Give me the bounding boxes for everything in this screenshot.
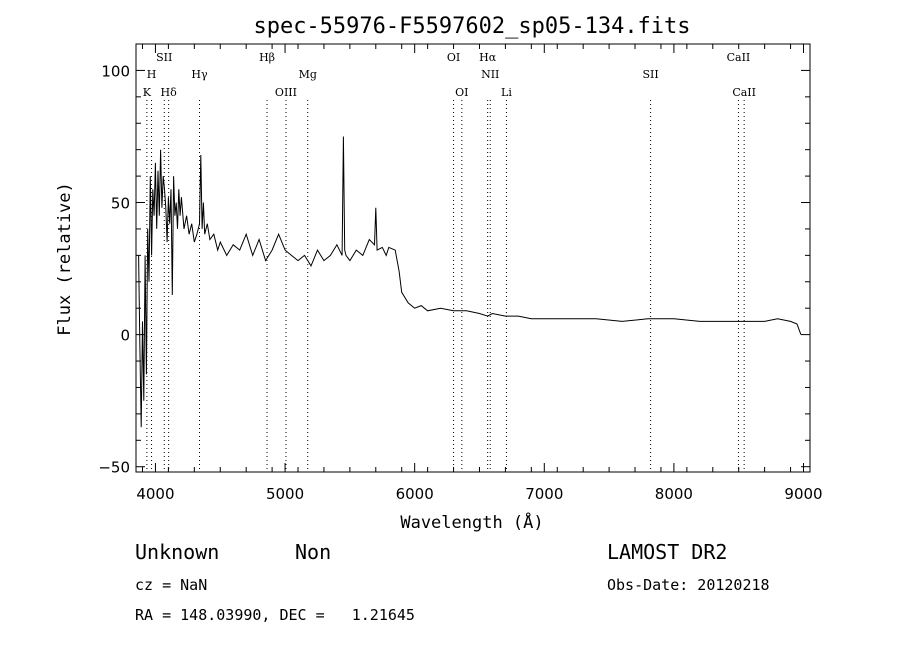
- x-tick-label: 9000: [784, 485, 822, 503]
- x-axis-label: Wavelength (Å): [400, 511, 543, 533]
- x-tick-label: 6000: [396, 485, 434, 503]
- subclass-label: Non: [295, 540, 332, 564]
- spectral-line-label: Mg: [299, 68, 317, 81]
- spectral-line-label: OI: [447, 51, 460, 64]
- spectral-line-label: OI: [455, 86, 468, 99]
- cz-label: cz = NaN: [135, 576, 208, 594]
- spectral-line-label: Hδ: [161, 86, 178, 99]
- spectral-line-label: CaII: [732, 86, 756, 99]
- spectral-line-label: SII: [642, 68, 658, 81]
- spectral-line-label: Li: [501, 86, 512, 99]
- spectral-line-label: CaII: [727, 51, 751, 64]
- x-tick-label: 8000: [655, 485, 693, 503]
- spectral-line-label: SII: [156, 51, 172, 64]
- survey-label: LAMOST DR2: [607, 540, 728, 564]
- x-tick-label: 4000: [136, 485, 174, 503]
- x-tick-label: 7000: [525, 485, 563, 503]
- spectral-line-label: NII: [481, 68, 499, 81]
- spectral-line-label: Hγ: [191, 68, 208, 81]
- spectral-line-label: Hα: [479, 51, 497, 64]
- y-tick-label: 50: [111, 195, 130, 213]
- y-tick-label: 100: [101, 62, 130, 80]
- spectral-line-label: K: [143, 86, 152, 99]
- chart-title: spec-55976-F5597602_sp05-134.fits: [253, 14, 690, 39]
- plot-frame: [135, 43, 811, 473]
- y-tick-label: −50: [98, 459, 130, 477]
- radec-label: RA = 148.03990, DEC = 1.21645: [135, 606, 415, 624]
- spectral-line-label: H: [147, 68, 157, 81]
- class-label: Unknown: [135, 540, 220, 564]
- obs-date-label: Obs-Date: 20120218: [607, 576, 770, 594]
- spectral-line-label: OIII: [275, 86, 297, 99]
- x-tick-label: 5000: [266, 485, 304, 503]
- spectral-line-label: Hβ: [259, 51, 275, 64]
- spectrum-line: [138, 136, 802, 428]
- y-axis-label: Flux (relative): [55, 182, 75, 336]
- y-tick-label: 0: [120, 327, 130, 345]
